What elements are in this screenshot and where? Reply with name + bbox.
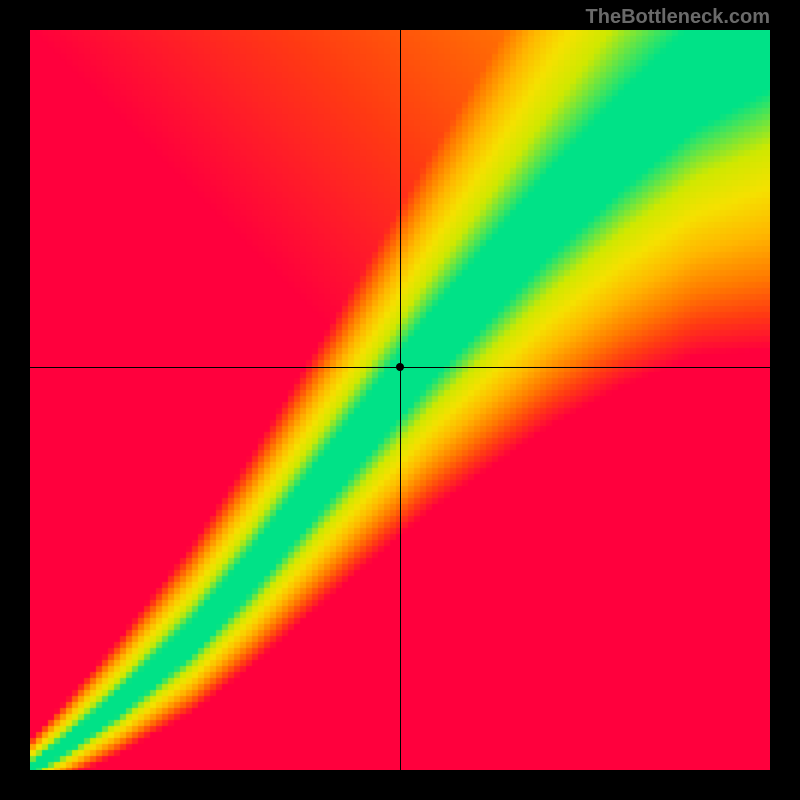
crosshair-marker: [396, 363, 404, 371]
bottleneck-heatmap: [30, 30, 770, 770]
watermark-text: TheBottleneck.com: [586, 6, 770, 29]
crosshair-vertical: [400, 30, 401, 770]
